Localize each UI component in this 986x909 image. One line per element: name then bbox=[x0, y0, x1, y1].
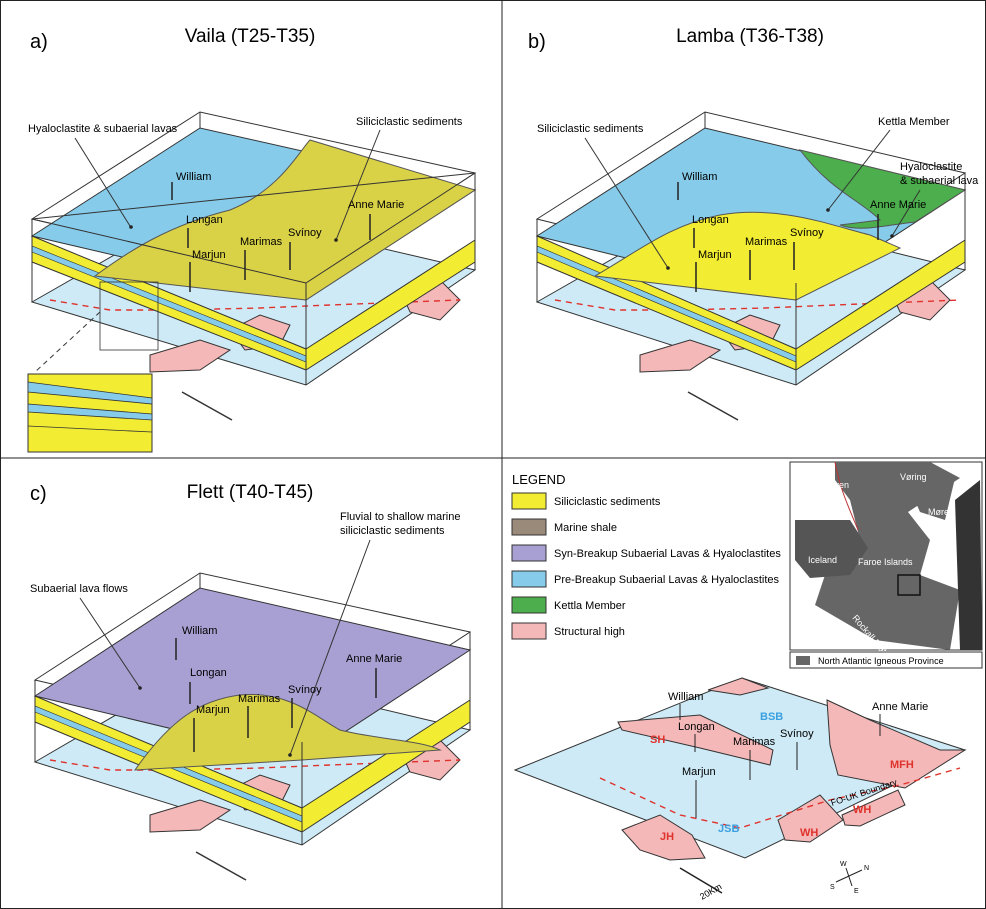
structural-high-a3 bbox=[149, 339, 232, 373]
well-label-marjun: Marjun bbox=[698, 249, 732, 261]
map-label-iceland: Iceland bbox=[808, 555, 837, 565]
study-area-box bbox=[897, 574, 921, 596]
panel-a-letter: a) bbox=[30, 31, 48, 53]
legend-swatch bbox=[511, 544, 547, 562]
location-map: William Longan Marjun Marimas Svínoy Ann… bbox=[513, 677, 967, 902]
callout-hyaloclastite-b1: Hyaloclastite bbox=[900, 161, 962, 173]
panel-a: a) Vaila (T25-T35) Hy bbox=[27, 26, 477, 453]
wells-panel-a: William Longan Marjun Marimas Svínoy Ann… bbox=[171, 171, 404, 292]
loc-well-longan: Longan bbox=[678, 721, 715, 733]
scale-label: 20Km bbox=[698, 881, 723, 901]
well-label-longan: Longan bbox=[190, 667, 227, 679]
well-label-anne-marie: Anne Marie bbox=[870, 199, 926, 211]
map-legend-naip: North Atlantic Igneous Province bbox=[818, 656, 944, 666]
wells-panel-c: William Longan Marjun Marimas Svínoy Ann… bbox=[175, 625, 402, 752]
well-label-marimas: Marimas bbox=[240, 236, 283, 248]
panel-b: b) Lamba (T36-T38) Siliciclastic sedimen… bbox=[528, 26, 979, 421]
high-jh: JH bbox=[660, 831, 674, 843]
panel-c-title: Flett (T40-T45) bbox=[187, 482, 314, 503]
zoom-inset-a bbox=[27, 373, 153, 453]
callout-siliciclastic-a: Siliciclastic sediments bbox=[356, 116, 463, 128]
well-label-anne-marie: Anne Marie bbox=[348, 199, 404, 211]
well-label-longan: Longan bbox=[692, 214, 729, 226]
legend-label: Kettla Member bbox=[554, 600, 626, 612]
legend-swatch bbox=[511, 570, 547, 588]
loc-well-svinoy: Svínoy bbox=[780, 728, 814, 740]
loc-well-marimas: Marimas bbox=[733, 736, 776, 748]
legend-label: Pre-Breakup Subaerial Lavas & Hyaloclast… bbox=[554, 574, 780, 586]
legend-title: LEGEND bbox=[512, 472, 565, 487]
panel-b-letter: b) bbox=[528, 31, 546, 53]
compass-n: N bbox=[864, 865, 869, 872]
compass-s: S bbox=[830, 884, 835, 891]
legend-swatch bbox=[511, 492, 547, 510]
panel-c-letter: c) bbox=[30, 483, 47, 505]
well-label-longan: Longan bbox=[186, 214, 223, 226]
callout-lava-flows-c: Subaerial lava flows bbox=[30, 583, 128, 595]
high-wh-2: WH bbox=[800, 827, 818, 839]
loc-well-anne-marie: Anne Marie bbox=[872, 701, 928, 713]
map-label-voring: Vøring bbox=[900, 472, 927, 482]
well-label-marimas: Marimas bbox=[745, 236, 788, 248]
map-label-faroe: Faroe Islands bbox=[858, 557, 913, 567]
legend-swatch bbox=[511, 518, 547, 536]
basin-jsb: JSB bbox=[718, 823, 739, 835]
well-label-marjun: Marjun bbox=[192, 249, 226, 261]
callout-hyaloclastite-b2: & subaerial lava bbox=[900, 175, 979, 187]
loc-well-marjun: Marjun bbox=[682, 766, 716, 778]
high-sh: SH bbox=[650, 734, 665, 746]
panel-a-title: Vaila (T25-T35) bbox=[185, 26, 316, 47]
callout-fluvial-c2: siliciclastic sediments bbox=[340, 525, 445, 537]
high-wh-1: WH bbox=[853, 804, 871, 816]
legend-label: Syn-Breakup Subaerial Lavas & Hyaloclast… bbox=[554, 548, 781, 560]
compass-e: E bbox=[854, 888, 859, 895]
legend-label: Siliciclastic sediments bbox=[554, 496, 661, 508]
panel-b-title: Lamba (T36-T38) bbox=[676, 26, 824, 47]
legend-swatch bbox=[511, 596, 547, 614]
callout-hyaloclastite-a: Hyaloclastite & subaerial lavas bbox=[28, 123, 178, 135]
legend-swatch bbox=[511, 622, 547, 640]
callout-siliciclastic-b: Siliciclastic sediments bbox=[537, 123, 644, 135]
well-label-william: William bbox=[176, 171, 211, 183]
callout-fluvial-c1: Fluvial to shallow marine bbox=[340, 511, 460, 523]
well-label-svinoy: Svínoy bbox=[288, 227, 322, 239]
fo-uk-boundary-a bbox=[49, 299, 461, 311]
well-label-william: William bbox=[682, 171, 717, 183]
high-mfh: MFH bbox=[890, 759, 914, 771]
legend: LEGEND Siliciclastic sediments Marine sha… bbox=[511, 472, 781, 640]
well-label-anne-marie: Anne Marie bbox=[346, 653, 402, 665]
loc-well-william: William bbox=[668, 691, 703, 703]
inset-map: Jan Mayen Vøring Møre Iceland Faroe Isla… bbox=[789, 461, 983, 669]
well-label-svinoy: Svínoy bbox=[288, 684, 322, 696]
well-label-marjun: Marjun bbox=[196, 704, 230, 716]
callout-kettla-b: Kettla Member bbox=[878, 116, 950, 128]
panel-c: c) Flett (T40-T45) Subaerial lava flows … bbox=[30, 482, 472, 881]
well-label-svinoy: Svínoy bbox=[790, 227, 824, 239]
legend-label: Marine shale bbox=[554, 522, 617, 534]
basin-bsb: BSB bbox=[760, 711, 783, 723]
compass-rose: N E S W bbox=[830, 861, 869, 895]
map-label-more: Møre bbox=[928, 507, 949, 517]
map-label-jan-mayen: Jan Mayen bbox=[805, 480, 849, 490]
wells-panel-b: William Longan Marjun Marimas Svínoy Ann… bbox=[677, 171, 926, 292]
legend-label: Structural high bbox=[554, 626, 625, 638]
well-label-marimas: Marimas bbox=[238, 693, 281, 705]
well-label-william: William bbox=[182, 625, 217, 637]
compass-w: W bbox=[840, 861, 847, 868]
